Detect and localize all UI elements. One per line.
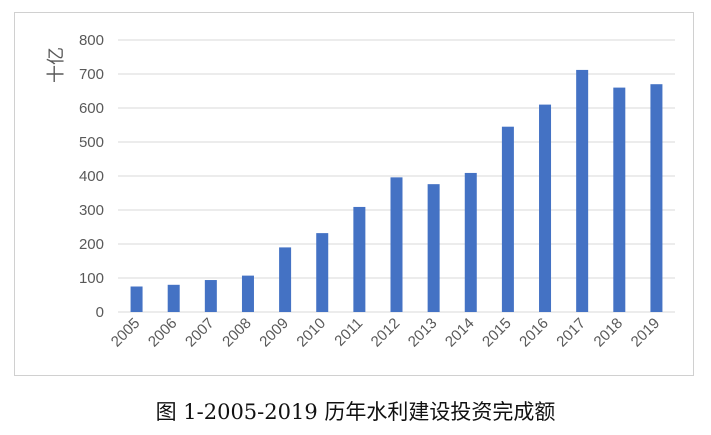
y-tick-label: 600 [79, 100, 104, 117]
bar [576, 69, 589, 312]
bar [390, 177, 403, 312]
y-tick-label: 800 [79, 32, 104, 49]
x-tick-label: 2010 [293, 315, 329, 351]
bar [241, 275, 254, 312]
bar [427, 184, 440, 312]
x-tick-label: 2008 [219, 315, 255, 351]
x-tick-label: 2017 [553, 315, 589, 351]
x-tick-label: 2006 [145, 315, 181, 351]
y-tick-label: 400 [79, 168, 104, 185]
bar [167, 284, 180, 312]
chart-frame: 0 100 200 300 400 500 600 700 800 2005 2006 2007 200… [14, 12, 694, 376]
y-axis-label: 十亿 [46, 47, 67, 83]
x-tick-label: 2011 [331, 315, 366, 350]
bar [316, 233, 329, 312]
y-tick-label: 500 [79, 134, 104, 151]
x-tick-label: 2016 [516, 315, 552, 351]
x-tick-label: 2013 [405, 315, 441, 351]
x-tick-label: 2015 [479, 315, 515, 351]
x-tick-label: 2005 [108, 315, 144, 351]
y-tick-label: 300 [79, 202, 104, 219]
x-tick-label: 2009 [256, 315, 292, 351]
bar [539, 104, 552, 312]
bar [279, 247, 292, 312]
y-tick-label: 700 [79, 66, 104, 83]
y-tick-label: 0 [96, 304, 104, 321]
bar [130, 286, 143, 312]
y-tick-label: 100 [79, 270, 104, 287]
x-tick-label: 2007 [182, 315, 218, 351]
x-tick-label: 2014 [442, 315, 478, 351]
bar [613, 87, 626, 312]
bar [204, 280, 217, 312]
x-tick-label: 2019 [628, 315, 664, 351]
bar [464, 172, 477, 312]
x-tick-label: 2018 [591, 315, 627, 351]
bar [501, 126, 514, 312]
bar [353, 206, 366, 312]
y-tick-label: 200 [79, 236, 104, 253]
bar [650, 84, 663, 312]
figure-caption: 图 1-2005-2019 历年水利建设投资完成额 [155, 400, 556, 424]
x-tick-label: 2012 [368, 315, 404, 351]
